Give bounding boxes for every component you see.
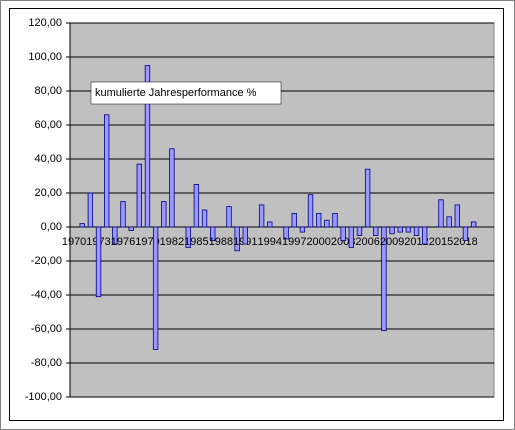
bar <box>136 163 142 228</box>
y-tick-label: -40,00 <box>31 289 62 301</box>
y-tick-label: 80,00 <box>34 85 62 97</box>
legend-box <box>90 81 282 105</box>
bar <box>324 219 330 228</box>
bar <box>152 226 159 350</box>
x-tick-label: 1976 <box>111 236 135 248</box>
bar <box>316 212 322 228</box>
bar <box>389 226 395 235</box>
legend-label: kumulierte Jahresperformance % <box>95 87 257 99</box>
y-tick-label: -20,00 <box>31 255 62 267</box>
y-tick-label: 60,00 <box>34 119 62 131</box>
bar <box>128 226 134 231</box>
y-tick-label: 20,00 <box>34 187 62 199</box>
bar <box>299 226 306 233</box>
y-tick-label: -60,00 <box>31 323 62 335</box>
x-tick-label: 2006 <box>355 236 379 248</box>
bar <box>438 199 444 228</box>
bar <box>356 226 363 236</box>
bar <box>446 216 452 228</box>
bar <box>104 114 110 228</box>
bar <box>258 204 265 228</box>
bar <box>413 226 420 236</box>
x-tick-label: 1970 <box>62 236 86 248</box>
y-tick-label: 0,00 <box>41 221 62 233</box>
bar <box>291 212 297 228</box>
x-tick-label: 2018 <box>453 236 477 248</box>
bar <box>193 184 200 228</box>
bar <box>185 226 191 248</box>
x-tick-label: 2009 <box>380 236 404 248</box>
plot-area <box>69 22 495 398</box>
y-tick-label: -100,00 <box>25 391 62 403</box>
x-tick-label: 1985 <box>184 236 208 248</box>
bar <box>161 201 167 228</box>
bar <box>95 226 102 298</box>
y-tick-label: 120,00 <box>28 17 62 29</box>
bar <box>348 226 354 248</box>
bar <box>267 221 273 228</box>
bar <box>364 168 371 228</box>
bar <box>242 226 248 245</box>
bar <box>397 226 403 233</box>
y-tick-label: -80,00 <box>31 357 62 369</box>
bar <box>405 226 412 233</box>
y-tick-label: 100,00 <box>28 51 62 63</box>
x-tick-label: 2000 <box>306 236 330 248</box>
x-tick-label: 2015 <box>429 236 453 248</box>
bar <box>283 226 289 240</box>
bar <box>87 192 94 228</box>
bar <box>144 65 151 228</box>
bar <box>470 221 477 228</box>
x-tick-label: 1994 <box>258 236 282 248</box>
bar <box>112 226 118 245</box>
bar <box>373 226 379 236</box>
bar <box>307 194 314 228</box>
bar <box>201 209 208 228</box>
bar <box>462 226 469 242</box>
bar <box>454 204 460 228</box>
bar <box>210 226 216 242</box>
y-tick-label: 40,00 <box>34 153 62 165</box>
bar <box>422 226 428 245</box>
bar <box>79 223 85 228</box>
x-tick-label: 1997 <box>282 236 306 248</box>
bar <box>381 226 387 332</box>
x-tick-label: 1982 <box>160 236 184 248</box>
bar <box>234 226 240 252</box>
bar <box>226 206 232 228</box>
x-tick-label: 1988 <box>209 236 233 248</box>
bar <box>340 226 346 242</box>
bar <box>120 201 126 228</box>
bar <box>332 212 338 228</box>
bar <box>169 148 175 228</box>
